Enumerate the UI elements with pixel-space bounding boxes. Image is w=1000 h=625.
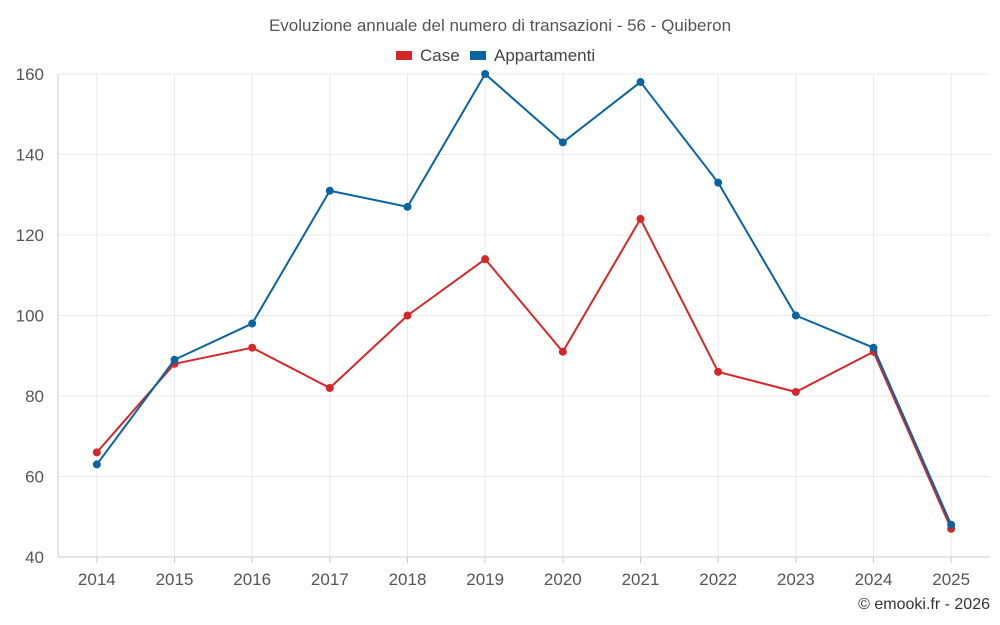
data-point-appartamenti[interactable]: [714, 178, 723, 187]
data-point-case[interactable]: [92, 448, 101, 457]
x-tick-label: 2025: [932, 570, 970, 589]
y-tick-label: 40: [25, 548, 44, 567]
x-tick-label: 2015: [156, 570, 194, 589]
legend-swatch-case: [396, 51, 412, 60]
data-point-appartamenti[interactable]: [481, 70, 490, 78]
series-appartamenti: [92, 70, 956, 529]
x-tick-label: 2019: [466, 570, 504, 589]
data-point-case[interactable]: [714, 367, 723, 376]
data-point-appartamenti[interactable]: [869, 343, 878, 352]
y-tick-label: 60: [25, 468, 44, 487]
data-point-case[interactable]: [558, 347, 567, 356]
y-tick-label: 120: [16, 226, 44, 245]
x-tick-label: 2021: [622, 570, 660, 589]
data-point-case[interactable]: [248, 343, 257, 352]
data-point-appartamenti[interactable]: [92, 460, 101, 469]
series-line-case: [96, 217, 953, 530]
data-point-appartamenti[interactable]: [325, 186, 334, 195]
y-tick-label: 80: [25, 387, 44, 406]
credit-text: © emooki.fr - 2026: [858, 596, 990, 613]
x-tick-label: 2014: [78, 570, 116, 589]
x-tick-label: 2018: [389, 570, 427, 589]
x-tick-label: 2022: [699, 570, 737, 589]
x-tick-label: 2024: [855, 570, 893, 589]
legend-label-appartamenti[interactable]: Appartamenti: [494, 46, 595, 65]
series-case: [92, 214, 956, 533]
data-point-appartamenti[interactable]: [791, 311, 800, 320]
grid: [58, 73, 990, 558]
data-point-case[interactable]: [636, 214, 645, 223]
legend: Case Appartamenti: [396, 46, 595, 65]
data-point-case[interactable]: [325, 383, 334, 392]
x-tick-label: 2016: [233, 570, 271, 589]
x-axis: 2014 2015 2016 2017 2018 2019 2020 2021 2022 2023…: [58, 556, 990, 589]
x-tick-label: 2023: [777, 570, 815, 589]
y-tick-label: 140: [16, 146, 44, 165]
y-tick-label: 160: [16, 65, 44, 84]
y-tick-label: 100: [16, 307, 44, 326]
data-point-appartamenti[interactable]: [248, 319, 257, 328]
legend-label-case[interactable]: Case: [420, 46, 460, 65]
series-line-appartamenti: [96, 73, 953, 526]
data-point-case[interactable]: [791, 387, 800, 396]
data-point-appartamenti[interactable]: [558, 138, 567, 147]
data-point-appartamenti[interactable]: [636, 78, 645, 87]
x-tick-label: 2017: [311, 570, 349, 589]
x-tick-label: 2020: [544, 570, 582, 589]
data-point-case[interactable]: [481, 255, 490, 264]
data-point-appartamenti[interactable]: [170, 355, 179, 364]
y-axis: 40 60 80 100 120 140 160: [16, 65, 59, 567]
data-point-appartamenti[interactable]: [947, 520, 956, 529]
data-point-appartamenti[interactable]: [403, 202, 412, 211]
data-point-case[interactable]: [403, 311, 412, 320]
chart-title: Evoluzione annuale del numero di transaz…: [269, 16, 731, 35]
legend-swatch-appartamenti: [470, 51, 486, 60]
series-group: [92, 70, 956, 533]
